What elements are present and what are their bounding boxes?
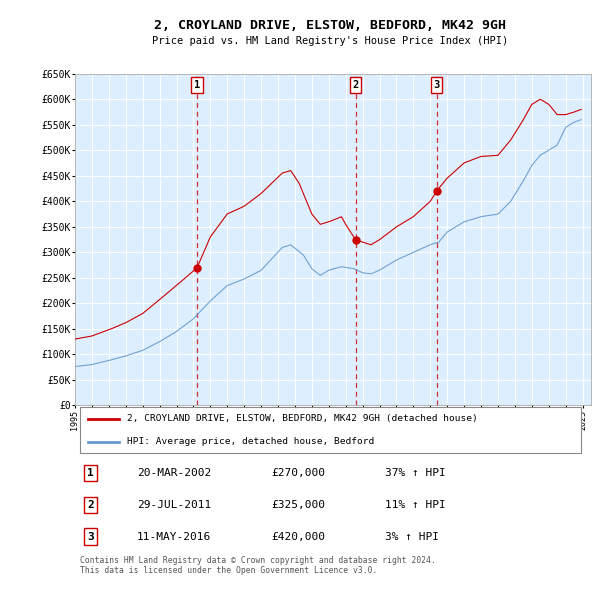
Text: 20-MAR-2002: 20-MAR-2002 <box>137 468 211 478</box>
Text: 11-MAY-2016: 11-MAY-2016 <box>137 532 211 542</box>
Text: £270,000: £270,000 <box>271 468 325 478</box>
Text: Price paid vs. HM Land Registry's House Price Index (HPI): Price paid vs. HM Land Registry's House … <box>152 37 508 46</box>
Text: 2, CROYLAND DRIVE, ELSTOW, BEDFORD, MK42 9GH: 2, CROYLAND DRIVE, ELSTOW, BEDFORD, MK42… <box>154 19 506 32</box>
Text: 37% ↑ HPI: 37% ↑ HPI <box>385 468 445 478</box>
Text: 1: 1 <box>194 80 200 90</box>
Text: 3: 3 <box>433 80 440 90</box>
Text: 3% ↑ HPI: 3% ↑ HPI <box>385 532 439 542</box>
Text: 3: 3 <box>87 532 94 542</box>
Text: 11% ↑ HPI: 11% ↑ HPI <box>385 500 445 510</box>
Text: 1: 1 <box>87 468 94 478</box>
Text: 29-JUL-2011: 29-JUL-2011 <box>137 500 211 510</box>
Text: 2: 2 <box>87 500 94 510</box>
Text: 2, CROYLAND DRIVE, ELSTOW, BEDFORD, MK42 9GH (detached house): 2, CROYLAND DRIVE, ELSTOW, BEDFORD, MK42… <box>127 414 478 423</box>
Text: HPI: Average price, detached house, Bedford: HPI: Average price, detached house, Bedf… <box>127 437 374 446</box>
Text: £325,000: £325,000 <box>271 500 325 510</box>
FancyBboxPatch shape <box>80 407 581 453</box>
Text: £420,000: £420,000 <box>271 532 325 542</box>
Text: Contains HM Land Registry data © Crown copyright and database right 2024.
This d: Contains HM Land Registry data © Crown c… <box>80 556 436 575</box>
Text: 2: 2 <box>352 80 359 90</box>
